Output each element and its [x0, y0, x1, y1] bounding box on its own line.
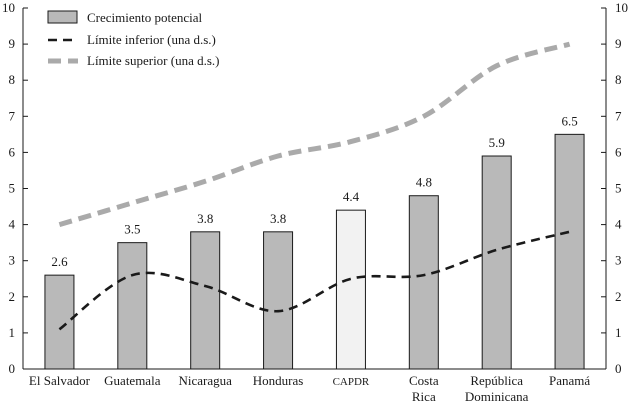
y-tick-label-left: 6: [9, 144, 16, 159]
y-tick-label-right: 9: [615, 36, 622, 51]
y-tick-label-left: 7: [9, 108, 16, 123]
bar: [190, 231, 221, 370]
lower-bound-line: [58, 230, 570, 331]
x-tick-label: República: [470, 373, 523, 388]
bar-value-label: 5.9: [489, 135, 505, 150]
y-tick-label-left: 10: [2, 0, 15, 15]
bar: [44, 274, 75, 370]
bar: [481, 155, 512, 370]
x-tick-label: Rica: [412, 389, 436, 404]
bar-value-label: 4.8: [416, 175, 432, 190]
y-tick-label-right: 6: [615, 144, 622, 159]
bar-value-label: 3.8: [197, 211, 213, 226]
bar: [263, 231, 294, 370]
y-tick-label-right: 8: [615, 72, 622, 87]
legend-label-lower: Límite inferior (una d.s.): [87, 32, 216, 47]
upper-bound-line: [58, 41, 571, 227]
y-tick-label-right: 7: [615, 108, 622, 123]
x-tick-label: Dominicana: [465, 389, 529, 404]
bar: [335, 209, 366, 370]
x-tick-label: Costa: [409, 373, 439, 388]
y-tick-label-left: 3: [9, 253, 16, 268]
bar-value-label: 6.5: [561, 113, 577, 128]
y-tick-label-left: 5: [9, 181, 16, 196]
y-tick-label-left: 9: [9, 36, 16, 51]
bar-value-label: 4.4: [343, 189, 360, 204]
x-tick-label: Nicaragua: [178, 373, 232, 388]
y-tick-label-right: 3: [615, 253, 622, 268]
labels: 2.6 3.5 3.8 3.8 4.4 4.8 5.9 6.5 El Salvador Guate…: [29, 113, 590, 404]
bar: [408, 195, 439, 370]
legend-label-bar: Crecimiento potencial: [87, 10, 203, 25]
bar-value-label: 3.5: [124, 222, 140, 237]
x-tick-label: El Salvador: [29, 373, 91, 388]
bar: [117, 242, 148, 370]
y-tick-label-right: 2: [615, 289, 622, 304]
y-tick-label-left: 4: [9, 217, 16, 232]
y-tick-label-left: 8: [9, 72, 16, 87]
legend: Crecimiento potencial Límite inferior (un…: [47, 10, 220, 68]
y-tick-label-right: 4: [615, 217, 622, 232]
y-tick-label-left: 2: [9, 289, 16, 304]
bar: [554, 133, 585, 370]
lines: [58, 41, 571, 331]
x-tick-label: Panamá: [549, 373, 590, 388]
x-tick-label: Guatemala: [104, 373, 161, 388]
x-tick-label: Honduras: [253, 373, 304, 388]
legend-label-upper: Límite superior (una d.s.): [87, 53, 220, 68]
x-tick-label: CAPDR: [333, 376, 370, 388]
bar-value-label: 2.6: [51, 254, 68, 269]
y-tick-label-right: 1: [615, 325, 622, 340]
y-tick-label-left: 0: [9, 361, 16, 376]
y-tick-label-right: 5: [615, 181, 622, 196]
legend-swatch-bar: [47, 10, 78, 24]
y-tick-label-left: 1: [9, 325, 16, 340]
bars: [44, 133, 585, 370]
y-tick-label-right: 0: [615, 361, 622, 376]
y-tick-label-right: 10: [615, 0, 628, 15]
bar-value-label: 3.8: [270, 211, 286, 226]
